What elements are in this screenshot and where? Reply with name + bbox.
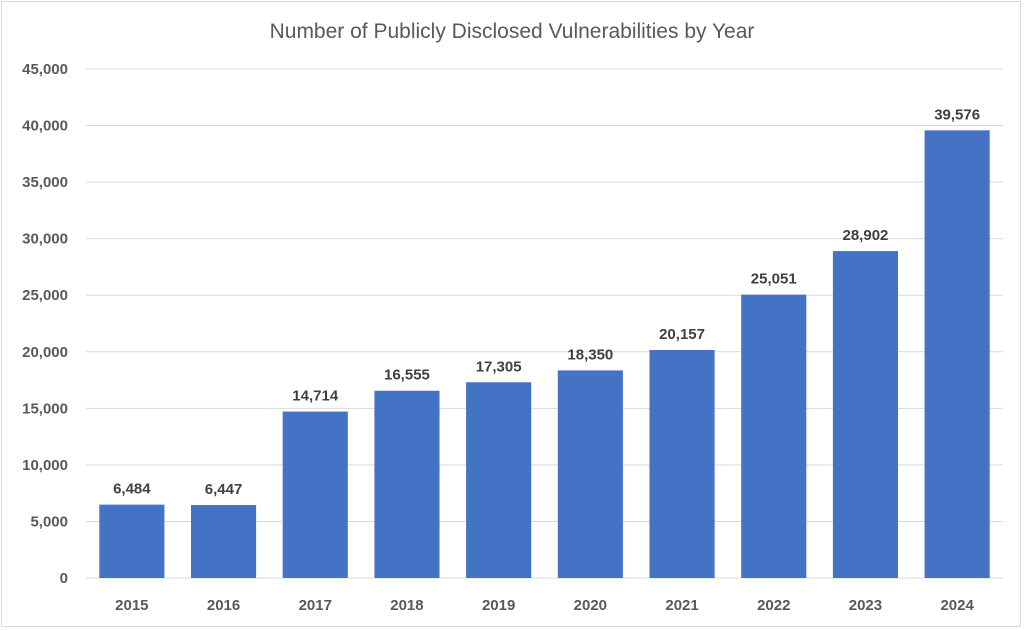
x-tick-label-2016: 2016: [207, 597, 240, 614]
y-tick-label: 30,000: [22, 231, 68, 248]
bar-2020: [557, 370, 623, 578]
x-tick-label-2015: 2015: [115, 597, 148, 614]
y-tick-label: 25,000: [22, 287, 68, 304]
x-tick-label-2024: 2024: [940, 597, 974, 614]
data-label-2015: 6,484: [113, 481, 151, 498]
data-label-2016: 6,447: [205, 481, 243, 498]
y-tick-label: 35,000: [22, 174, 68, 191]
bar-2016: [190, 505, 257, 578]
x-tick-label-2022: 2022: [757, 597, 790, 614]
bar-2018: [374, 390, 440, 578]
chart-title: Number of Publicly Disclosed Vulnerabili…: [270, 20, 755, 43]
data-label-2020: 18,350: [567, 346, 613, 363]
x-tick-label-2018: 2018: [390, 597, 423, 614]
x-axis: 2015 2016 2017 2018 2019 2020 2021 2022 2023 2024: [115, 597, 974, 614]
x-tick-label-2019: 2019: [482, 597, 515, 614]
data-labels: 6,484 6,447 14,714 16,555 17,305 18,350 20,157…: [113, 106, 980, 498]
y-axis: 0 5,000 10,000 15,000 20,000 25,000 30,000 35,0…: [22, 61, 68, 587]
y-tick-label: 10,000: [22, 457, 68, 474]
x-tick-label-2017: 2017: [299, 597, 332, 614]
bar-2019: [466, 382, 532, 578]
x-tick-label-2023: 2023: [849, 597, 882, 614]
data-label-2019: 17,305: [476, 358, 522, 375]
bar-2024: [924, 130, 990, 578]
y-tick-label: 0: [60, 570, 68, 587]
bar-2017: [282, 411, 348, 578]
y-tick-label: 40,000: [22, 118, 68, 135]
bar-2023: [832, 251, 899, 578]
y-tick-label: 5,000: [30, 513, 68, 530]
bar-2015: [99, 504, 165, 578]
data-label-2023: 28,902: [843, 227, 889, 244]
y-tick-label: 15,000: [22, 400, 68, 417]
data-label-2022: 25,051: [751, 271, 797, 288]
x-tick-label-2020: 2020: [574, 597, 607, 614]
y-tick-label: 20,000: [22, 344, 68, 361]
x-tick-label-2021: 2021: [665, 597, 698, 614]
data-label-2024: 39,576: [934, 106, 980, 123]
data-label-2017: 14,714: [292, 388, 339, 405]
data-label-2021: 20,157: [659, 326, 705, 343]
data-label-2018: 16,555: [384, 367, 430, 384]
bars: [99, 130, 990, 578]
y-tick-label: 45,000: [22, 61, 68, 78]
bar-2021: [649, 350, 715, 578]
bar-2022: [741, 294, 807, 578]
